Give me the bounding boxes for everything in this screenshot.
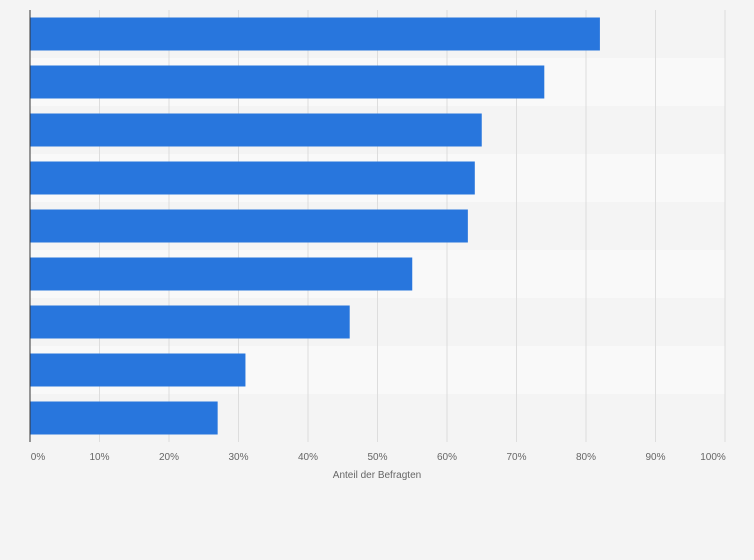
x-tick-label: 60% — [437, 452, 457, 463]
x-axis-title: Anteil der Befragten — [333, 470, 421, 481]
x-tick-label: 70% — [506, 452, 526, 463]
bar[interactable] — [30, 209, 468, 243]
x-tick-label: 20% — [159, 452, 179, 463]
x-tick-label: 0% — [31, 452, 46, 463]
bar[interactable] — [30, 65, 545, 99]
x-axis-ticks: 0% 10% 20% 30% 40% 50% 60% 70% 80% 90% 100% — [31, 452, 726, 463]
bar[interactable] — [30, 257, 413, 291]
x-tick-label: 50% — [367, 452, 387, 463]
x-tick-label: 10% — [89, 452, 109, 463]
x-tick-label: 40% — [298, 452, 318, 463]
bar[interactable] — [30, 305, 350, 339]
bar[interactable] — [30, 17, 600, 51]
bars — [30, 17, 600, 435]
x-tick-label: 80% — [576, 452, 596, 463]
bar[interactable] — [30, 113, 482, 147]
bar[interactable] — [30, 161, 475, 195]
x-tick-label: 30% — [228, 452, 248, 463]
bar[interactable] — [30, 353, 246, 387]
x-tick-label: 100% — [700, 452, 726, 463]
x-tick-label: 90% — [645, 452, 665, 463]
bar[interactable] — [30, 401, 218, 435]
